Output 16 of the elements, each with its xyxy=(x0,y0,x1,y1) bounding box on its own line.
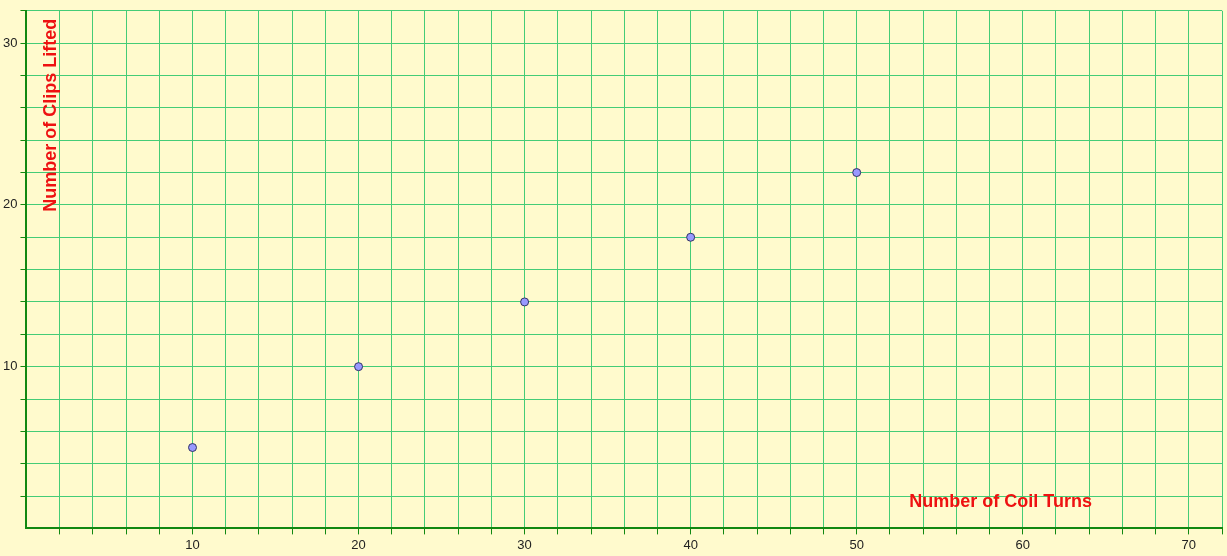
y-axis-title: Number of Clips Lifted xyxy=(40,18,61,212)
x-tick-label: 40 xyxy=(683,536,698,552)
point xyxy=(520,297,530,307)
x-tick-label: 30 xyxy=(517,536,532,552)
x-tick-label: 70 xyxy=(1181,536,1197,552)
point xyxy=(686,232,696,242)
x-tick-label: 50 xyxy=(849,536,864,552)
y-tick-label: 10 xyxy=(2,358,18,374)
point xyxy=(852,168,862,178)
point xyxy=(188,443,198,453)
x-tick-label: 10 xyxy=(185,536,200,552)
x-tick-label: 20 xyxy=(351,536,366,552)
y-tick-label: 30 xyxy=(2,34,18,50)
y-tick-label: 20 xyxy=(2,196,18,212)
point xyxy=(354,362,364,372)
x-tick-label: 60 xyxy=(1015,536,1030,552)
